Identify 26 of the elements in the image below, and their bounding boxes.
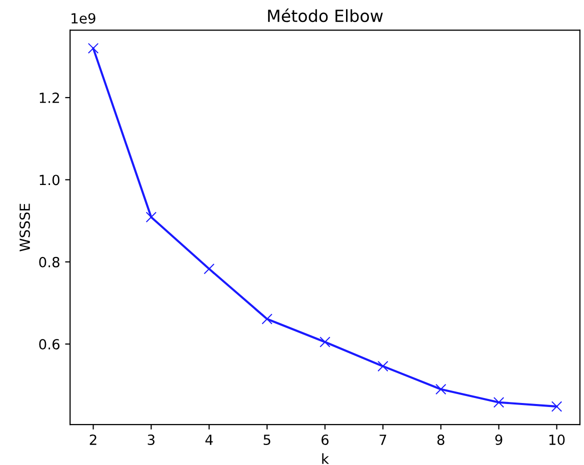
point (204, 263, 215, 274)
y-tick-label: 0.8 (39, 256, 60, 268)
point (493, 396, 504, 408)
y-tick-label: 1.2 (40, 92, 59, 103)
x-tick-label: 9 (495, 434, 502, 446)
x-tick-label: 6 (322, 434, 329, 446)
x-tick-label: 4 (205, 434, 213, 445)
x-tick-label: 10 (549, 434, 565, 446)
x-tick-label: 2 (90, 434, 96, 445)
point (320, 336, 330, 348)
point (378, 360, 388, 372)
x-tick-label: 5 (264, 434, 270, 446)
y-axis-title: WSSSE (20, 204, 30, 252)
point (435, 384, 446, 395)
chart-title: Método Elbow (268, 8, 383, 22)
point (146, 212, 157, 222)
y-tick-label: 1.0 (40, 174, 60, 186)
point (88, 42, 99, 54)
y-tick-label: 0.6 (39, 339, 60, 350)
x-tick-label: 8 (437, 434, 444, 446)
text: 1e9 (72, 13, 96, 24)
x-tick-label: 3 (148, 434, 154, 446)
point (262, 314, 272, 324)
point (551, 401, 562, 412)
x-tick-label: 7 (380, 434, 386, 445)
x-axis-title: k (322, 453, 329, 464)
